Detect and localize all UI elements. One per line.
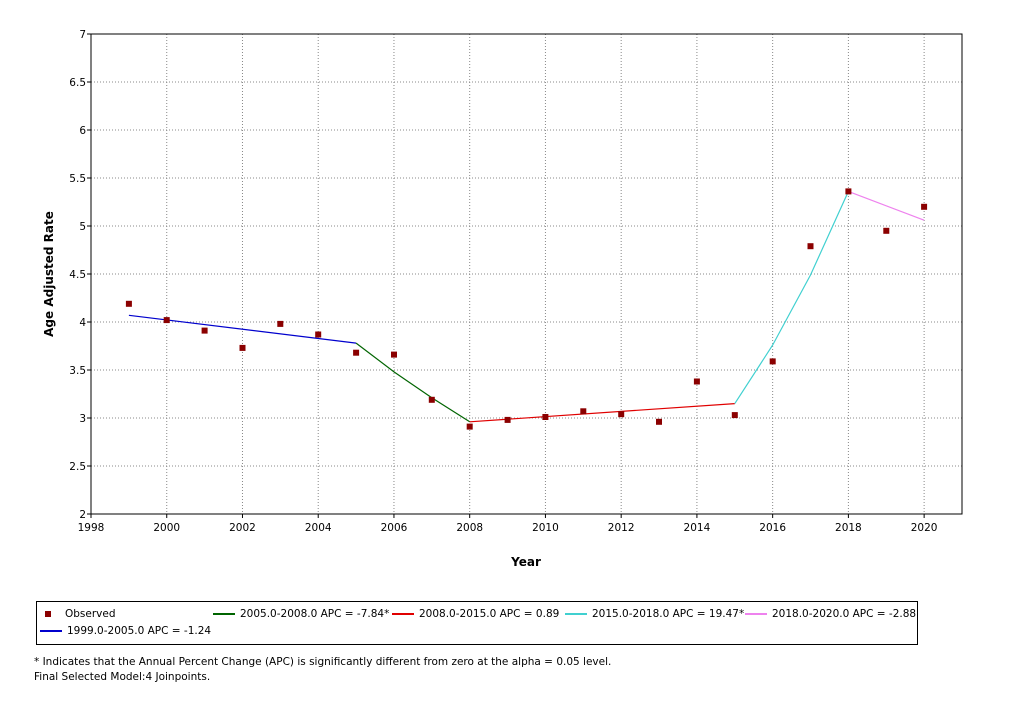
observed-point xyxy=(277,320,284,327)
observed-point xyxy=(391,351,397,358)
x-tick-label: 1998 xyxy=(78,522,105,534)
y-tick-label: 3 xyxy=(79,413,86,425)
observed-point xyxy=(883,227,890,234)
legend-label-segment-1999-2005: 1999.0-2005.0 APC = -1.24 xyxy=(67,625,212,637)
legend-label-observed: Observed xyxy=(65,608,116,620)
legend-item-segment-2008-2015: 2008.0-2015.0 APC = 0.89 xyxy=(392,608,559,620)
x-tick-label: 2002 xyxy=(229,522,256,534)
x-tick-label: 2004 xyxy=(305,522,332,534)
legend-label-segment-2015-2018: 2015.0-2018.0 APC = 19.47* xyxy=(592,608,745,620)
legend-item-segment-2015-2018: 2015.0-2018.0 APC = 19.47* xyxy=(565,608,744,620)
y-tick-label: 6.5 xyxy=(69,77,86,89)
observed-point xyxy=(466,423,473,430)
legend-label-segment-2005-2008: 2005.0-2008.0 APC = -7.84* xyxy=(240,608,390,620)
observed-point xyxy=(845,188,852,195)
trend-segment-line xyxy=(848,190,925,221)
trend-segment-line xyxy=(734,191,849,404)
y-tick-label: 2 xyxy=(79,509,86,521)
observed-point xyxy=(504,416,511,423)
legend: Observed 2005.0-2008.0 APC = -7.84* 2008… xyxy=(36,601,918,645)
observed-point xyxy=(656,418,662,425)
x-tick-label: 2006 xyxy=(381,522,408,534)
blue-line-icon xyxy=(40,630,62,632)
y-tick-label: 3.5 xyxy=(69,365,86,377)
y-axis-title: Age Adjusted Rate xyxy=(42,211,56,337)
legend-item-observed: Observed xyxy=(37,608,116,620)
observed-point xyxy=(428,396,435,403)
observed-point xyxy=(353,349,360,356)
y-tick-label: 5.5 xyxy=(69,173,86,185)
significance-note: * Indicates that the Annual Percent Chan… xyxy=(34,656,612,668)
observed-point xyxy=(693,378,700,385)
legend-item-segment-2005-2008: 2005.0-2008.0 APC = -7.84* xyxy=(213,608,389,620)
green-line-icon xyxy=(213,613,235,615)
observed-point xyxy=(542,414,549,420)
x-tick-label: 2016 xyxy=(759,522,786,534)
observed-point xyxy=(731,412,738,419)
red-line-icon xyxy=(392,613,414,615)
y-tick-label: 4.5 xyxy=(69,269,86,281)
observed-point xyxy=(201,327,208,334)
x-tick-label: 2008 xyxy=(456,522,483,534)
y-tick-label: 2.5 xyxy=(69,461,86,473)
x-tick-label: 2000 xyxy=(153,522,180,534)
x-tick-label: 2012 xyxy=(608,522,635,534)
trend-segment-line xyxy=(469,403,735,423)
legend-label-segment-2018-2020: 2018.0-2020.0 APC = -2.88 xyxy=(772,608,917,620)
observed-point xyxy=(125,300,132,307)
y-axis-ticks: 2 2.5 3 3.5 4 4.5 5 5.5 6 6.5 7 xyxy=(69,29,91,521)
x-axis-title: Year xyxy=(510,555,541,569)
y-tick-label: 4 xyxy=(79,317,86,329)
trend-segment-line xyxy=(355,342,471,423)
grid-lines xyxy=(91,34,962,514)
observed-point xyxy=(921,203,928,210)
observed-point xyxy=(580,408,587,415)
model-note: Final Selected Model:4 Joinpoints. xyxy=(34,671,211,683)
x-tick-label: 2010 xyxy=(532,522,559,534)
observed-marker-icon xyxy=(45,611,51,617)
x-tick-label: 2020 xyxy=(911,522,938,534)
x-axis-ticks: 1998 2000 2002 2004 2006 2008 2010 2012 2014 2016… xyxy=(78,514,938,534)
observed-point xyxy=(807,243,814,250)
x-tick-label: 2014 xyxy=(684,522,711,534)
pink-line-icon xyxy=(745,613,767,615)
observed-point xyxy=(315,331,322,338)
observed-point xyxy=(618,411,625,418)
y-tick-label: 6 xyxy=(79,125,86,137)
y-tick-label: 5 xyxy=(79,221,86,233)
cyan-line-icon xyxy=(565,613,587,615)
observed-point xyxy=(239,344,246,351)
legend-label-segment-2008-2015: 2008.0-2015.0 APC = 0.89 xyxy=(419,608,560,620)
legend-item-segment-1999-2005: 1999.0-2005.0 APC = -1.24 xyxy=(40,625,211,637)
legend-item-segment-2018-2020: 2018.0-2020.0 APC = -2.88 xyxy=(745,608,916,620)
y-tick-label: 7 xyxy=(79,29,86,41)
x-tick-label: 2018 xyxy=(835,522,862,534)
observed-point xyxy=(769,358,776,365)
observed-points xyxy=(125,188,928,430)
observed-point xyxy=(163,317,170,324)
joinpoint-chart: 1998 2000 2002 2004 2006 2008 2010 2012 2014 2016… xyxy=(42,29,963,569)
